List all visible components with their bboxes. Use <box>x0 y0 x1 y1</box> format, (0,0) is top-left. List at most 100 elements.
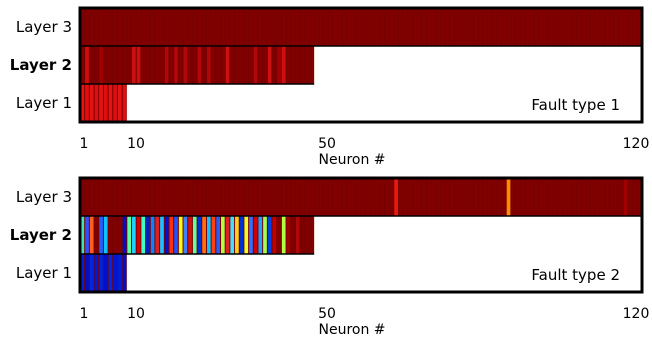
neuron-cell <box>94 254 99 292</box>
x-tick-label: 50 <box>318 136 336 152</box>
neuron-cell <box>183 216 188 254</box>
x-tick-label: 120 <box>623 136 650 152</box>
neuron-cell <box>272 216 277 254</box>
neuron-cell <box>136 216 141 254</box>
neuron-cell <box>99 46 103 84</box>
neuron-cell <box>85 216 89 254</box>
neuron-cell <box>174 216 178 254</box>
neuron-cell <box>216 216 220 254</box>
row-label: Layer 2 <box>10 226 72 244</box>
x-axis-label: Neuron # <box>318 152 385 168</box>
x-tick-label: 1 <box>80 136 89 152</box>
x-tick-label: 10 <box>127 306 145 322</box>
neuron-cell <box>281 216 286 254</box>
neuron-cell <box>117 254 122 292</box>
neuron-cell <box>174 46 178 84</box>
neuron-cell <box>160 216 164 254</box>
neuron-cell <box>89 216 94 254</box>
neuron-cell <box>188 216 192 254</box>
neuron-cell <box>623 178 628 216</box>
neuron-cell <box>506 178 511 216</box>
neuron-cell <box>206 46 211 84</box>
neuron-cell <box>122 216 127 254</box>
neuron-cell <box>94 84 99 122</box>
neuron-cell <box>117 84 122 122</box>
neuron-cell <box>295 216 300 254</box>
fault-type-annotation: Fault type 1 <box>531 96 620 114</box>
neuron-cell <box>85 84 89 122</box>
neuron-cell <box>211 216 216 254</box>
plot-frame <box>78 176 644 294</box>
neuron-cell <box>230 216 235 254</box>
neuron-cell <box>258 216 263 254</box>
neuron-cell <box>85 254 89 292</box>
neuron-cell <box>221 216 225 254</box>
neuron-cell <box>99 216 103 254</box>
neuron-cell <box>85 46 89 84</box>
neuron-cell <box>127 216 132 254</box>
neuron-cell <box>197 216 202 254</box>
neuron-cell <box>108 84 113 122</box>
neuron-cell <box>239 216 244 254</box>
neuron-cell <box>99 84 103 122</box>
neuron-cell <box>103 216 108 254</box>
neuron-cell <box>225 216 230 254</box>
neuron-cell <box>89 84 94 122</box>
row-label: Layer 2 <box>10 56 72 74</box>
neuron-cell <box>122 84 127 122</box>
neuron-cell <box>103 84 108 122</box>
neuron-cell <box>164 216 169 254</box>
neuron-cell <box>80 254 85 292</box>
chart-panel-1: Layer 3 Layer 2 Layer 1 Fault type 1 1 10 50 12… <box>10 6 650 168</box>
x-tick-label: 120 <box>623 306 650 322</box>
neuron-cell <box>249 216 253 254</box>
neuron-cell <box>267 216 272 254</box>
neuron-cell <box>277 46 281 84</box>
row-label: Layer 1 <box>16 94 72 112</box>
row-label: Layer 3 <box>16 18 72 36</box>
neuron-cell <box>192 216 197 254</box>
neuron-cell <box>89 254 94 292</box>
neuron-cell <box>263 216 267 254</box>
neuron-cell <box>113 254 117 292</box>
row-label: Layer 1 <box>16 264 72 282</box>
neuron-cell <box>267 46 272 84</box>
x-tick-label: 1 <box>80 306 89 322</box>
fault-type-annotation: Fault type 2 <box>531 266 620 284</box>
neuron-cell <box>150 216 155 254</box>
neuron-cell <box>80 216 85 254</box>
neuron-cell <box>164 46 169 84</box>
neuron-cell <box>122 254 127 292</box>
neuron-cell <box>206 216 211 254</box>
neuron-cell <box>136 46 141 84</box>
neuron-cell <box>253 216 258 254</box>
neuron-cell <box>197 46 202 84</box>
neuron-cell <box>286 216 291 254</box>
neuron-cell <box>99 254 103 292</box>
neuron-cell <box>80 84 85 122</box>
x-axis-label: Neuron # <box>318 322 385 338</box>
neuron-cell <box>244 216 249 254</box>
neuron-cell <box>394 178 398 216</box>
plot-frame <box>78 6 644 124</box>
neuron-cell <box>202 216 206 254</box>
neuron-cell <box>169 216 174 254</box>
row-label: Layer 3 <box>16 188 72 206</box>
neuron-cell <box>103 254 108 292</box>
x-tick-label: 50 <box>318 306 336 322</box>
neuron-cell <box>141 216 146 254</box>
neuron-cell <box>235 216 239 254</box>
neuron-cell <box>225 46 230 84</box>
neuron-cell <box>132 216 136 254</box>
neuron-cell <box>253 46 258 84</box>
neuron-cell <box>281 46 286 84</box>
neuron-cell <box>178 216 183 254</box>
neuron-cell <box>108 254 113 292</box>
x-tick-label: 10 <box>127 136 145 152</box>
neuron-cell <box>146 216 150 254</box>
chart-panel-2: Layer 3 Layer 2 Layer 1 Fault type 2 1 10 50 12… <box>10 176 650 338</box>
neuron-cell <box>132 46 136 84</box>
neuron-cell <box>155 216 160 254</box>
neuron-cell <box>113 84 117 122</box>
